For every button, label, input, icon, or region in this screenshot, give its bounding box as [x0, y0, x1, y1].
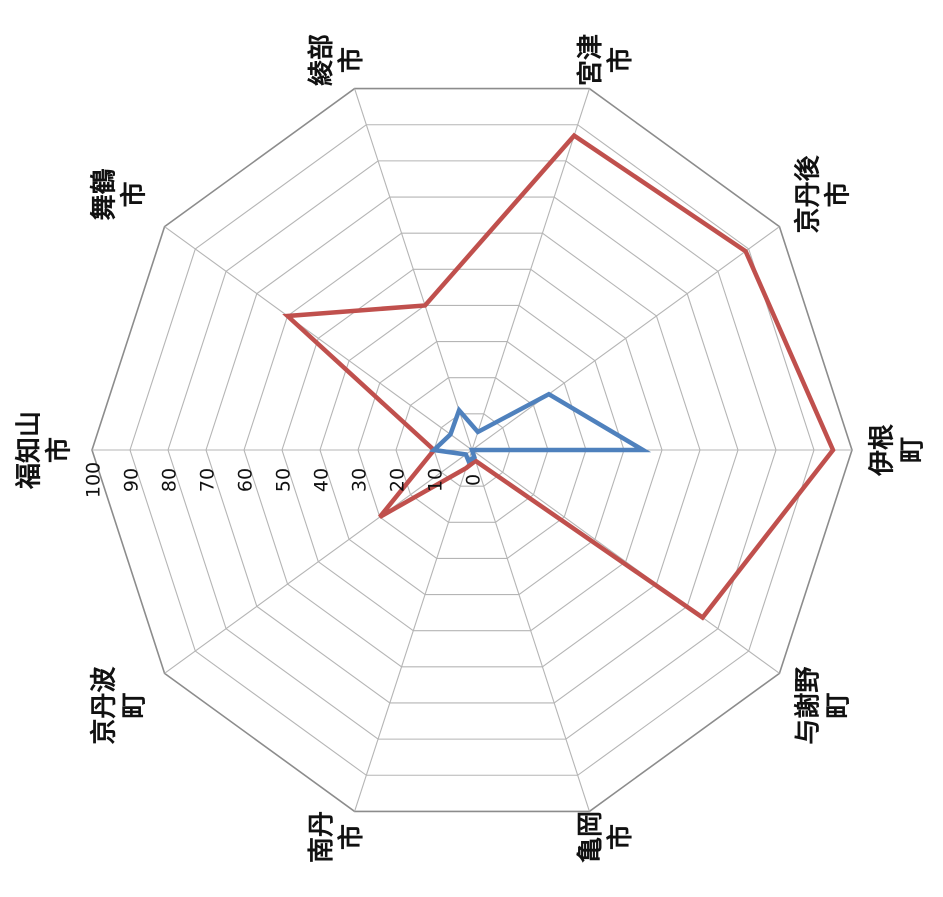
category-label-1: 舞鶴市 — [89, 168, 150, 220]
category-label-line: 市 — [605, 824, 636, 850]
category-label-7: 亀岡市 — [575, 811, 636, 863]
category-label-line: 伊根 — [868, 424, 898, 477]
axis-spoke-1 — [164, 226, 473, 451]
category-label-line: 町 — [898, 437, 928, 463]
category-label-line: 市 — [44, 437, 75, 463]
category-label-line: 市 — [605, 47, 636, 73]
category-label-line: 京丹後 — [792, 154, 823, 233]
axis-spoke-3 — [471, 88, 590, 451]
category-label-line: 市 — [822, 181, 853, 207]
r-tick-label: 90 — [121, 468, 143, 492]
r-tick-label: 20 — [387, 468, 409, 492]
axis-spoke-9 — [164, 449, 473, 674]
category-label-line: 町 — [120, 693, 150, 719]
axis-spoke-7 — [471, 449, 590, 812]
category-label-2: 綾部市 — [306, 34, 367, 86]
series-line-0 — [282, 132, 836, 621]
radar-series — [282, 132, 836, 621]
radial-tick-labels: 0 10 20 30 40 50 60 70 80 90 100 — [83, 462, 485, 498]
category-label-6: 与謝野町 — [792, 667, 853, 745]
r-tick-label: 40 — [311, 468, 333, 492]
axis-spoke-2 — [354, 88, 473, 451]
r-tick-label: 30 — [349, 468, 371, 492]
r-tick-label: 70 — [197, 468, 219, 492]
category-label-5: 伊根町 — [868, 424, 928, 477]
category-label-line: 南丹 — [307, 811, 337, 863]
axis-spoke-6 — [471, 449, 780, 674]
category-label-line: 与謝野 — [792, 667, 823, 745]
category-label-0: 福知山市 — [15, 411, 75, 490]
category-label-line: 宮津 — [575, 34, 606, 86]
category-label-line: 福知山 — [15, 411, 45, 490]
category-label-line: 市 — [119, 181, 150, 207]
category-label-line: 亀岡 — [575, 811, 606, 863]
r-tick-label: 0 — [463, 474, 485, 486]
category-label-9: 京丹波町 — [89, 666, 150, 745]
category-label-line: 京丹波 — [89, 666, 120, 745]
r-tick-label: 100 — [83, 462, 105, 498]
category-label-4: 京丹後市 — [792, 154, 853, 233]
category-label-line: 綾部 — [306, 34, 337, 86]
category-label-3: 宮津市 — [575, 34, 636, 86]
axis-spoke-4 — [471, 226, 780, 451]
category-label-8: 南丹市 — [307, 811, 367, 863]
category-label-line: 市 — [336, 824, 367, 850]
category-label-line: 市 — [336, 47, 367, 73]
r-tick-label: 60 — [235, 468, 257, 492]
r-tick-label: 50 — [273, 468, 295, 492]
category-labels: 福知山 市舞鶴 市綾部市宮津 市京丹後 市伊根 町与謝野 町亀岡 市南丹 市京丹波町 — [15, 34, 928, 863]
r-tick-label: 80 — [159, 468, 181, 492]
r-tick-label: 10 — [425, 468, 447, 492]
axis-spoke-8 — [354, 449, 473, 812]
category-label-line: 舞鶴 — [89, 168, 120, 220]
radar-axes — [92, 88, 852, 812]
series-line-1 — [429, 391, 652, 465]
category-label-line: 町 — [823, 693, 853, 719]
